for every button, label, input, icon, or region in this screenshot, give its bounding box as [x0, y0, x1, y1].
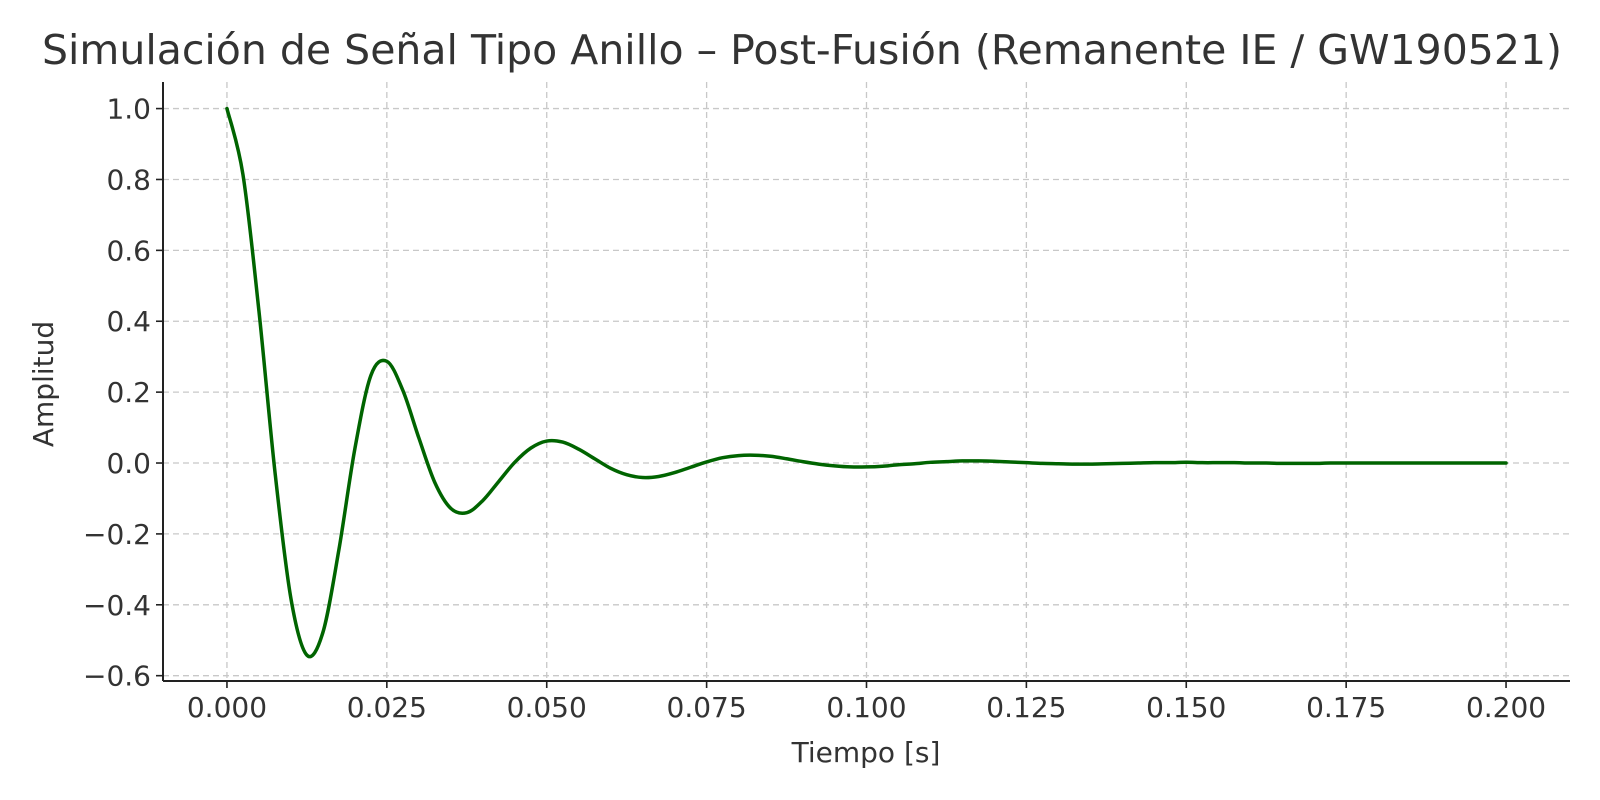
x-tick-label: 0.100 [826, 691, 906, 724]
x-tick-label: 0.050 [507, 691, 587, 724]
y-tick-label: −0.2 [83, 518, 151, 551]
y-tick-label: 0.4 [106, 305, 151, 338]
y-tick-label: 0.8 [106, 163, 151, 196]
signal-line [225, 106, 1508, 659]
x-tick-label: 0.125 [986, 691, 1066, 724]
y-axis-ticks: 1.0 0.8 0.6 0.4 0.2 0.0 −0.2 −0.4 −0.6 [83, 93, 163, 693]
y-tick-label: 0.2 [106, 376, 151, 409]
y-tick-label: −0.6 [83, 660, 151, 693]
x-tick-label: 0.075 [667, 691, 747, 724]
x-tick-label: 0.150 [1146, 691, 1226, 724]
y-tick-label: −0.4 [83, 589, 151, 622]
axes [162, 82, 1570, 682]
x-tick-label: 0.000 [187, 691, 267, 724]
grid [163, 82, 1570, 681]
y-tick-label: 0.0 [106, 447, 151, 480]
y-axis-label: Amplitud [27, 321, 60, 447]
x-axis-label: Tiempo [s] [791, 736, 941, 769]
x-tick-label: 0.200 [1466, 691, 1546, 724]
y-tick-label: 0.6 [106, 234, 151, 267]
y-tick-label: 1.0 [106, 93, 151, 126]
x-axis-ticks: 0.000 0.025 0.050 0.075 0.100 0.125 0.150 0.175… [187, 681, 1546, 724]
x-tick-label: 0.175 [1306, 691, 1386, 724]
x-tick-label: 0.025 [347, 691, 427, 724]
series-layer [225, 106, 1508, 659]
chart-title: Simulación de Señal Tipo Anillo – Post-F… [42, 26, 1562, 74]
